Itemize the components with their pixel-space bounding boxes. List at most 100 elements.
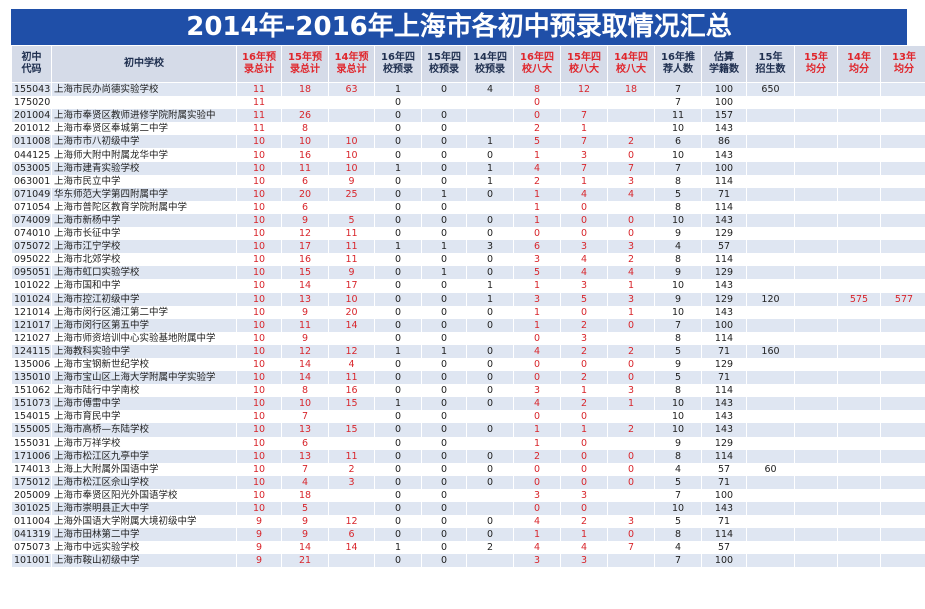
value-cell: 0 (560, 410, 608, 424)
value-cell (746, 135, 795, 149)
value-cell: 10 (281, 397, 329, 411)
value-cell: 3 (513, 488, 561, 502)
value-cell: 15 (281, 266, 329, 280)
header-line-2: 校八大 (616, 64, 646, 75)
school-code-cell: 044125 (11, 148, 52, 162)
table-row: 121017 上海市闵行区第五中学 10 11 14 0 0 0 1 2 0 7 100 (11, 318, 925, 332)
school-name-cell: 上海市陆行中学南校 (51, 384, 237, 398)
school-code-cell: 155005 (11, 423, 52, 437)
value-cell (746, 279, 795, 293)
value-cell (466, 96, 514, 110)
value-cell (880, 227, 925, 241)
value-cell: 1 (374, 397, 422, 411)
value-cell (880, 357, 925, 372)
value-cell (794, 384, 838, 398)
value-cell: 0 (466, 318, 514, 332)
value-cell (837, 82, 881, 97)
value-cell (746, 502, 795, 516)
school-code-cell: 071054 (11, 200, 52, 214)
value-cell: 3 (560, 148, 608, 162)
value-cell: 4 (560, 266, 608, 280)
value-cell: 7 (654, 82, 702, 97)
value-cell: 8 (654, 384, 702, 398)
column-header: 14年 均分 (837, 45, 881, 83)
school-name-cell: 上海市中远实验学校 (51, 541, 237, 555)
value-cell: 10 (236, 475, 282, 489)
value-cell: 1 (374, 541, 422, 555)
value-cell: 1 (513, 200, 561, 214)
school-code-cell: 155031 (11, 436, 52, 450)
value-cell: 4 (513, 515, 561, 529)
value-cell: 10 (236, 371, 282, 385)
value-cell: 4 (513, 397, 561, 411)
value-cell: 1 (374, 161, 422, 175)
value-cell: 0 (466, 462, 514, 476)
value-cell (794, 253, 838, 267)
value-cell: 12 (560, 82, 608, 97)
column-header: 15年四 校预录 (421, 45, 467, 83)
value-cell: 9 (281, 213, 329, 228)
value-cell: 4 (560, 187, 608, 201)
value-cell (794, 161, 838, 175)
column-header: 16年推 荐人数 (654, 45, 702, 83)
table-row: 301025 上海市崇明县正大中学 10 5 0 0 0 0 10 143 (11, 502, 925, 516)
table-row: 155031 上海市万祥学校 10 6 0 0 1 0 9 129 (11, 436, 925, 450)
value-cell: 60 (746, 462, 795, 476)
value-cell: 129 (701, 292, 747, 306)
value-cell: 0 (466, 475, 514, 489)
column-header: 初中 代码 (11, 45, 52, 83)
value-cell (880, 410, 925, 424)
value-cell: 0 (374, 554, 422, 568)
value-cell: 17 (328, 279, 375, 293)
value-cell: 1 (560, 174, 608, 188)
value-cell: 10 (328, 135, 375, 149)
value-cell: 0 (374, 227, 422, 241)
value-cell: 0 (421, 554, 467, 568)
value-cell: 0 (374, 384, 422, 398)
header-line-1: 初中学校 (124, 58, 164, 69)
value-cell: 9 (281, 331, 329, 345)
header-line-1: 15年 (804, 52, 828, 63)
value-cell (466, 122, 514, 136)
value-cell (880, 135, 925, 149)
value-cell (746, 122, 795, 136)
value-cell: 4 (513, 161, 561, 175)
value-cell: 575 (837, 292, 881, 306)
value-cell (880, 449, 925, 463)
value-cell (794, 462, 838, 476)
value-cell (837, 436, 881, 450)
value-cell: 0 (421, 305, 467, 319)
value-cell: 143 (701, 213, 747, 228)
value-cell: 0 (374, 528, 422, 542)
value-cell: 0 (374, 187, 422, 201)
value-cell: 26 (281, 109, 329, 123)
value-cell (746, 161, 795, 175)
table-row: 075073 上海市中远实验学校 9 14 14 1 0 2 4 4 7 4 57 (11, 541, 925, 555)
value-cell (794, 200, 838, 214)
value-cell: 7 (607, 541, 655, 555)
value-cell: 0 (560, 462, 608, 476)
header-line-2: 代码 (21, 64, 42, 75)
value-cell: 0 (421, 528, 467, 542)
table-row: 175012 上海市松江区佘山学校 10 4 3 0 0 0 0 0 0 5 71 (11, 475, 925, 489)
value-cell (880, 397, 925, 411)
value-cell: 0 (513, 357, 561, 372)
value-cell: 1 (421, 187, 467, 201)
value-cell: 10 (654, 410, 702, 424)
value-cell: 10 (236, 449, 282, 463)
value-cell: 0 (374, 135, 422, 149)
value-cell: 143 (701, 410, 747, 424)
value-cell: 5 (654, 344, 702, 358)
school-name-cell: 上海市松江区九亭中学 (51, 449, 237, 463)
school-code-cell: 075073 (11, 541, 52, 555)
value-cell (794, 371, 838, 385)
school-name-cell: 上海上大附属外国语中学 (51, 462, 237, 476)
value-cell: 3 (560, 240, 608, 254)
value-cell: 10 (654, 148, 702, 162)
value-cell: 4 (513, 541, 561, 555)
value-cell: 650 (746, 82, 795, 97)
value-cell (794, 541, 838, 555)
value-cell (746, 384, 795, 398)
value-cell: 2 (560, 515, 608, 529)
value-cell (837, 488, 881, 502)
